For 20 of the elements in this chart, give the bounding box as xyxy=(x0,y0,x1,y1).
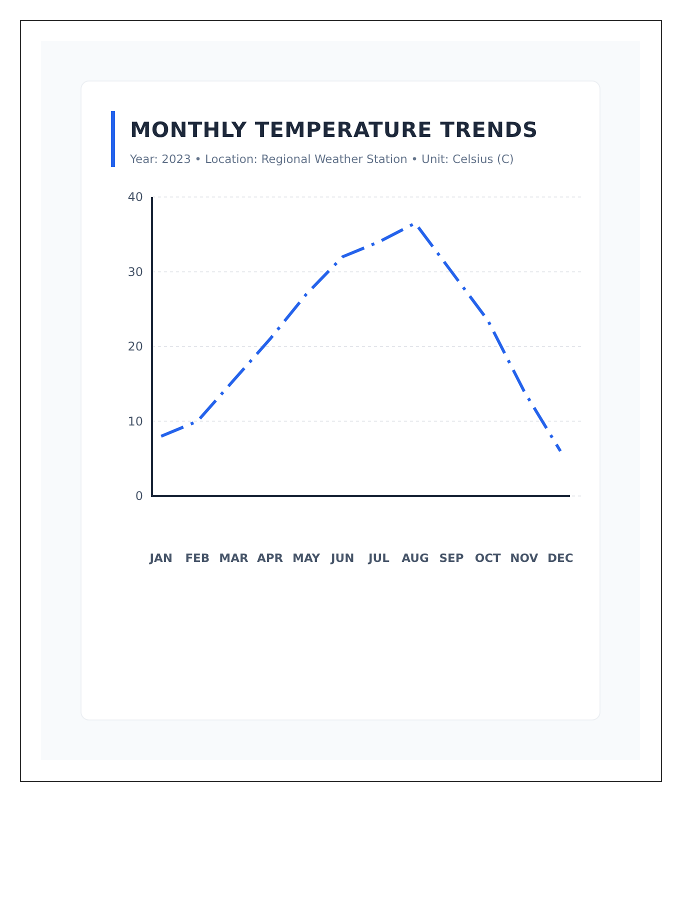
y-tick-label: 0 xyxy=(135,489,143,504)
x-tick-label: JUN xyxy=(330,551,354,565)
x-tick-label: JAN xyxy=(148,551,173,565)
y-tick-label: 40 xyxy=(128,190,143,204)
x-tick-label: NOV xyxy=(510,551,538,565)
y-tick-label: 10 xyxy=(128,414,143,428)
chart-title: MONTHLY TEMPERATURE TRENDS xyxy=(130,118,538,142)
x-tick-label: MAY xyxy=(292,551,321,565)
x-tick-label: APR xyxy=(256,551,284,565)
x-tick-label: MAR xyxy=(219,551,248,565)
x-tick-label: OCT xyxy=(474,551,502,565)
x-tick-label: FEB xyxy=(185,551,210,565)
x-tick-label: JUL xyxy=(367,551,390,565)
x-tick-label: AUG xyxy=(402,551,429,565)
y-tick-label: 30 xyxy=(128,264,143,279)
x-tick-label: SEP xyxy=(439,551,464,565)
chart-subtitle: Year: 2023 • Location: Regional Weather Station • Unit: Celsius (C) xyxy=(129,152,514,166)
line-series xyxy=(160,222,562,453)
x-tick-label: DEC xyxy=(548,551,574,565)
y-tick-label: 20 xyxy=(128,340,143,354)
